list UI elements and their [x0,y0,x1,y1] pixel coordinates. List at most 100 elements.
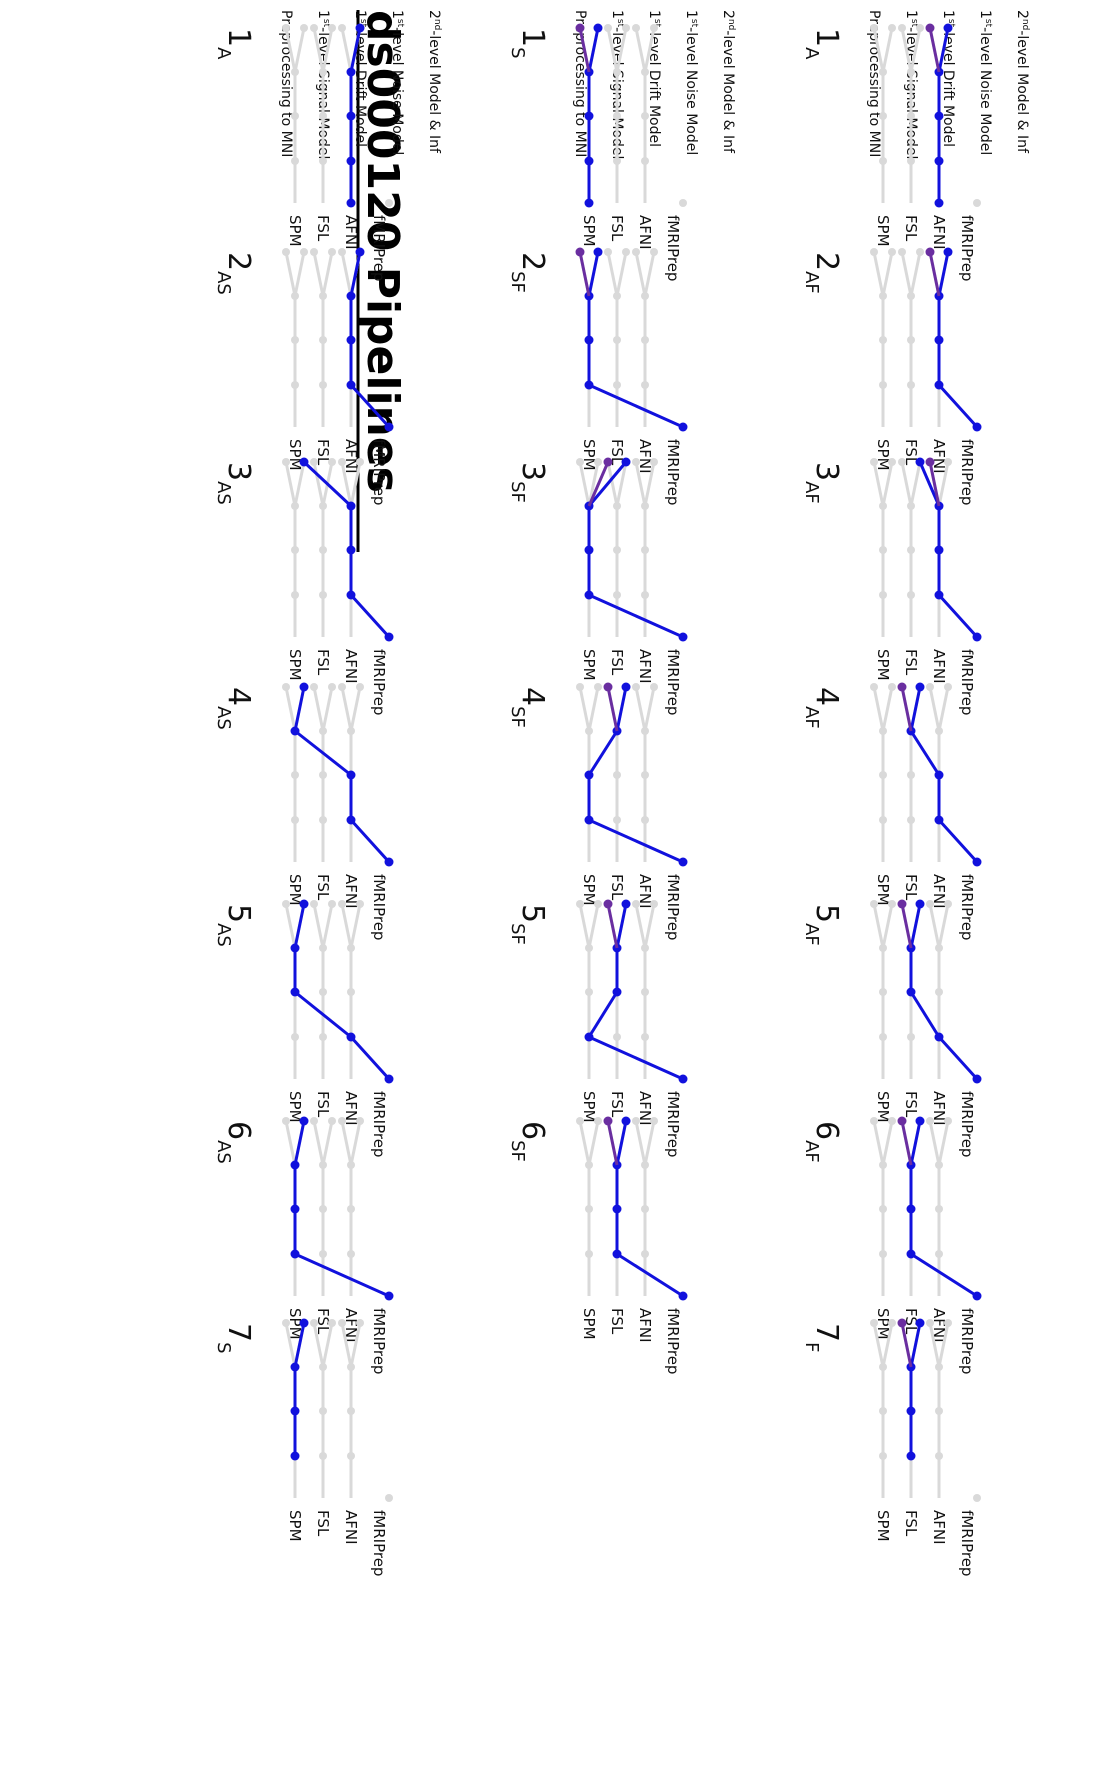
active-edge [293,1322,306,1368]
active-node [934,590,944,600]
alternate-node [603,682,613,692]
software-label: fMRIPrep [958,649,976,715]
active-node [584,156,594,166]
software-label: fMRIPrep [664,1091,682,1157]
software-label: FSL [902,439,920,466]
stage-label-sup: st [615,19,625,28]
software-label: FSL [314,649,332,676]
inactive-edge [340,1322,353,1368]
stage-label-num: 1 [683,10,699,19]
active-edge [588,1035,684,1081]
inactive-node [319,944,327,952]
inactive-edge [937,903,950,949]
active-node [355,23,365,33]
software-label: SPM [874,649,892,681]
software-label: AFNI [636,1308,654,1343]
stage-label-num: 1 [389,10,405,19]
inactive-node [907,336,915,344]
pipeline-panel: fMRIPrep AFNI FSL SPM 7F [802,1318,981,1576]
inactive-node [879,1250,887,1258]
inactive-node [282,1319,290,1327]
software-label: FSL [608,215,626,242]
software-label: FSL [314,215,332,242]
active-node [915,682,925,692]
panel-number: 6 [221,1121,256,1140]
active-node [972,1074,982,1084]
inactive-node [907,157,915,165]
inactive-edge [284,251,297,297]
panel-label: 4AS [214,687,257,730]
inactive-node [870,1117,878,1125]
software-label: SPM [580,874,598,906]
inactive-edge [284,461,297,507]
figure-title: ds000120 Pipelines [357,10,408,493]
stage-label-text: -level Model & Inf [426,30,442,154]
panel-subscript: S [508,47,529,58]
inactive-node [594,1117,602,1125]
software-label: fMRIPrep [370,215,388,281]
active-node [384,857,394,867]
inactive-edge [321,1322,334,1368]
inactive-edge [321,251,334,297]
inactive-edge [928,903,941,949]
panel-number: 7 [221,1323,256,1342]
inactive-node [879,771,887,779]
software-label: FSL [902,649,920,676]
inactive-node [328,1117,336,1125]
inactive-node [356,900,364,908]
active-edge [615,1120,628,1166]
active-node [299,457,309,467]
panel-number: 1 [221,28,256,47]
inactive-node [319,771,327,779]
active-edge [302,460,353,508]
active-node [612,987,622,997]
active-edge [937,251,950,297]
inactive-node [291,381,299,389]
inactive-node [879,502,887,510]
inactive-node [879,727,887,735]
active-edge [909,1120,922,1166]
inactive-node [879,336,887,344]
software-label: SPM [286,874,304,906]
inactive-edge [615,27,628,73]
alternate-edge [900,686,913,732]
stage-label-num: 1 [977,10,993,19]
active-node [612,1249,622,1259]
inactive-edge [643,27,656,73]
software-label: SPM [874,874,892,906]
inactive-edge [312,27,325,73]
stage-label-sup: st [983,19,993,28]
inactive-node [300,24,308,32]
inactive-edge [872,1322,885,1368]
active-node [584,590,594,600]
stage-label-sup: nd [726,19,736,30]
inactive-edge [578,686,591,732]
inactive-edge [284,1120,297,1166]
inactive-edge [881,461,894,507]
alternate-node [603,899,613,909]
inactive-edge [909,27,922,73]
alternate-node [897,899,907,909]
active-node [934,335,944,345]
inactive-node [650,458,658,466]
active-node [906,1249,916,1259]
software-label: FSL [902,1308,920,1335]
active-edge [615,686,628,732]
active-node [299,682,309,692]
inactive-node [613,68,621,76]
active-node [346,291,356,301]
inactive-edge [578,461,591,507]
inactive-edge [937,686,950,732]
inactive-edge [643,1120,656,1166]
inactive-node [291,292,299,300]
inactive-edge [634,27,647,73]
inactive-edge [293,27,306,73]
active-node [934,770,944,780]
stage-label: 1st-level Drift Model [646,10,662,147]
inactive-node [944,683,952,691]
active-node [346,67,356,77]
panel-subscript: AF [802,706,823,729]
inactive-edge [349,461,362,507]
